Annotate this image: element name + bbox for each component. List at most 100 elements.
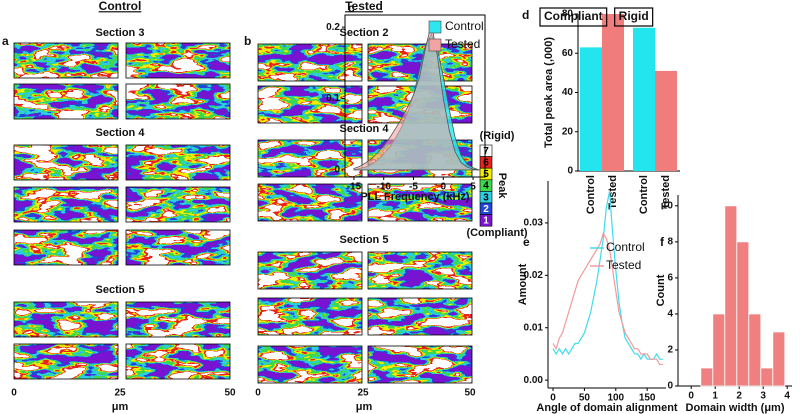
stiffness-map <box>14 43 118 78</box>
y-tick-label: 2 <box>667 345 673 356</box>
y-tick-label: 4 <box>667 309 673 320</box>
x-tick-label: 5 <box>470 182 476 193</box>
stiffness-map <box>258 44 362 81</box>
map-border <box>13 42 119 79</box>
legend-label: Tested <box>445 37 480 51</box>
series-line <box>552 231 663 366</box>
y-tick-label: 0.1 <box>326 93 340 104</box>
density-area <box>353 23 480 171</box>
x-tick-label: 1 <box>712 391 718 402</box>
scale-tick-label: 50 <box>224 388 236 399</box>
x-tick-label: Control <box>638 175 650 214</box>
x-tick-label: 2 <box>736 391 742 402</box>
stiffness-map <box>258 298 362 335</box>
scale-unit: μm <box>112 401 129 413</box>
y-axis-title: Count <box>655 274 667 306</box>
map-border <box>13 229 119 266</box>
y-tick-label: 0.03 <box>524 218 544 229</box>
stiffness-map <box>126 84 230 119</box>
map-border <box>13 83 119 120</box>
y-tick-label: 60 <box>562 48 574 59</box>
stiffness-map <box>258 86 362 123</box>
group-label: Rigid <box>619 9 649 23</box>
group-label: Compliant <box>544 9 603 23</box>
stiffness-map <box>126 43 230 78</box>
y-tick-label: 0.2 <box>326 22 340 33</box>
panel-label: e <box>523 235 530 249</box>
y-tick-label: 8 <box>667 236 673 247</box>
histogram-bar <box>772 331 786 387</box>
section-title: Section 2 <box>340 27 389 39</box>
stiffness-map <box>14 302 118 337</box>
map-border <box>125 343 231 380</box>
map-border <box>125 229 231 266</box>
map-border <box>257 297 363 336</box>
scale-tick-label: 25 <box>357 388 369 399</box>
scale-tick-label: 25 <box>114 388 126 399</box>
scale-tick-label: 0 <box>255 388 261 399</box>
stiffness-map <box>14 84 118 119</box>
stiffness-map <box>14 187 118 222</box>
stiffness-map <box>14 344 118 379</box>
map-border <box>125 301 231 338</box>
bar <box>602 14 624 171</box>
y-axis-title: Amount <box>517 263 529 305</box>
colorbar-tick-label: 6 <box>483 158 489 169</box>
x-tick-label: Tested <box>660 175 672 210</box>
y-tick-label: 20 <box>562 126 574 137</box>
x-tick-label: 0 <box>688 391 694 402</box>
x-tick-label: 3 <box>760 391 766 402</box>
map-border <box>257 85 363 124</box>
colorbar-bottom-label: (Compliant) <box>466 227 527 239</box>
colorbar-tick-label: 5 <box>483 169 489 180</box>
colorbar-title: Peak <box>496 173 508 200</box>
histogram-bar <box>724 205 738 387</box>
scale-unit: μm <box>356 401 373 413</box>
column-header: Tested <box>345 0 383 13</box>
plot-frame <box>344 14 486 178</box>
stiffness-map <box>126 302 230 337</box>
histogram-bar <box>700 367 714 387</box>
map-border <box>367 251 473 290</box>
x-axis-title: Domain width (μm) <box>686 402 785 414</box>
stiffness-map <box>14 230 118 265</box>
bar <box>633 27 655 171</box>
map-border <box>125 186 231 223</box>
x-tick-label: 50 <box>579 393 591 404</box>
bar <box>655 70 677 171</box>
map-border <box>257 251 363 290</box>
colorbar-tick-label: 2 <box>483 204 489 215</box>
map-border <box>125 83 231 120</box>
x-tick-label: -15 <box>347 182 362 193</box>
map-border <box>367 183 473 222</box>
legend-swatch <box>428 20 442 34</box>
scale-tick-label: 50 <box>464 388 476 399</box>
map-border <box>367 297 473 336</box>
colorbar-tick-label: 7 <box>483 146 489 157</box>
x-tick-label: Control <box>585 175 597 214</box>
stiffness-map <box>14 145 118 180</box>
panel-label: a <box>2 34 9 48</box>
x-tick-label: 0 <box>441 182 447 193</box>
y-tick-label: 6 <box>667 273 673 284</box>
group-label-box <box>614 7 654 27</box>
legend-swatch <box>428 38 442 52</box>
stiffness-map <box>258 140 362 177</box>
stiffness-map <box>368 346 472 383</box>
map-border <box>125 144 231 181</box>
stiffness-map <box>258 346 362 383</box>
stiffness-map <box>126 187 230 222</box>
x-tick-label: 4 <box>784 391 790 402</box>
group-label-box <box>539 7 608 27</box>
section-title: Section 4 <box>340 123 390 135</box>
panel-label: f <box>660 235 665 249</box>
y-tick-label: 0 <box>334 165 340 176</box>
x-axis-title: Angle of domain alignment <box>536 402 678 414</box>
y-tick-label: 40 <box>562 87 574 98</box>
map-border <box>257 183 363 222</box>
legend-label: Control <box>606 240 645 254</box>
stiffness-map <box>126 145 230 180</box>
map-border <box>257 345 363 384</box>
histogram-bar <box>748 313 762 387</box>
